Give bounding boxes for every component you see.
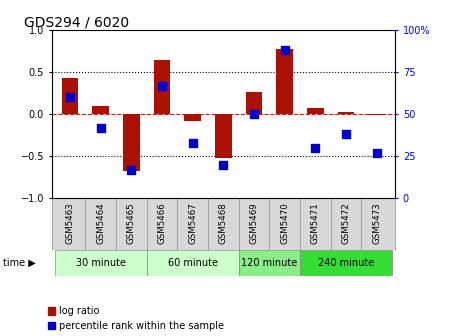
Text: GDS294 / 6020: GDS294 / 6020 [24, 15, 129, 29]
Text: GSM5466: GSM5466 [158, 202, 167, 244]
Bar [123, 114, 140, 171]
Text: GSM5463: GSM5463 [66, 202, 75, 244]
Bar [276, 49, 293, 114]
Legend: log ratio, percentile rank within the sample: log ratio, percentile rank within the sa… [48, 306, 224, 331]
Text: 240 minute: 240 minute [318, 258, 374, 268]
Bar [62, 78, 79, 114]
Point [128, 167, 135, 172]
Text: 30 minute: 30 minute [76, 258, 126, 268]
Point [158, 83, 166, 88]
Point [373, 150, 380, 156]
Point [66, 95, 74, 100]
Point [220, 162, 227, 167]
Text: GSM5464: GSM5464 [96, 202, 105, 244]
Text: time ▶: time ▶ [3, 258, 36, 268]
Text: GSM5465: GSM5465 [127, 202, 136, 244]
Text: GSM5469: GSM5469 [250, 202, 259, 244]
Text: GSM5472: GSM5472 [342, 202, 351, 244]
Text: 60 minute: 60 minute [168, 258, 218, 268]
Bar [239, 250, 300, 276]
Bar [184, 114, 201, 121]
Bar [368, 114, 385, 115]
Text: GSM5473: GSM5473 [372, 202, 381, 244]
Bar [307, 109, 324, 114]
Point [343, 132, 350, 137]
Point [281, 48, 288, 53]
Bar [147, 250, 239, 276]
Point [97, 125, 104, 130]
Text: GSM5470: GSM5470 [280, 202, 289, 244]
Bar [300, 250, 392, 276]
Text: 120 minute: 120 minute [241, 258, 298, 268]
Text: GSM5468: GSM5468 [219, 202, 228, 244]
Bar [154, 60, 171, 114]
Text: GSM5471: GSM5471 [311, 202, 320, 244]
Bar [55, 250, 147, 276]
Bar [215, 114, 232, 158]
Bar [92, 106, 109, 114]
Bar [338, 112, 354, 114]
Text: GSM5467: GSM5467 [188, 202, 197, 244]
Point [312, 145, 319, 151]
Point [251, 112, 258, 117]
Point [189, 140, 196, 145]
Bar [246, 92, 263, 114]
